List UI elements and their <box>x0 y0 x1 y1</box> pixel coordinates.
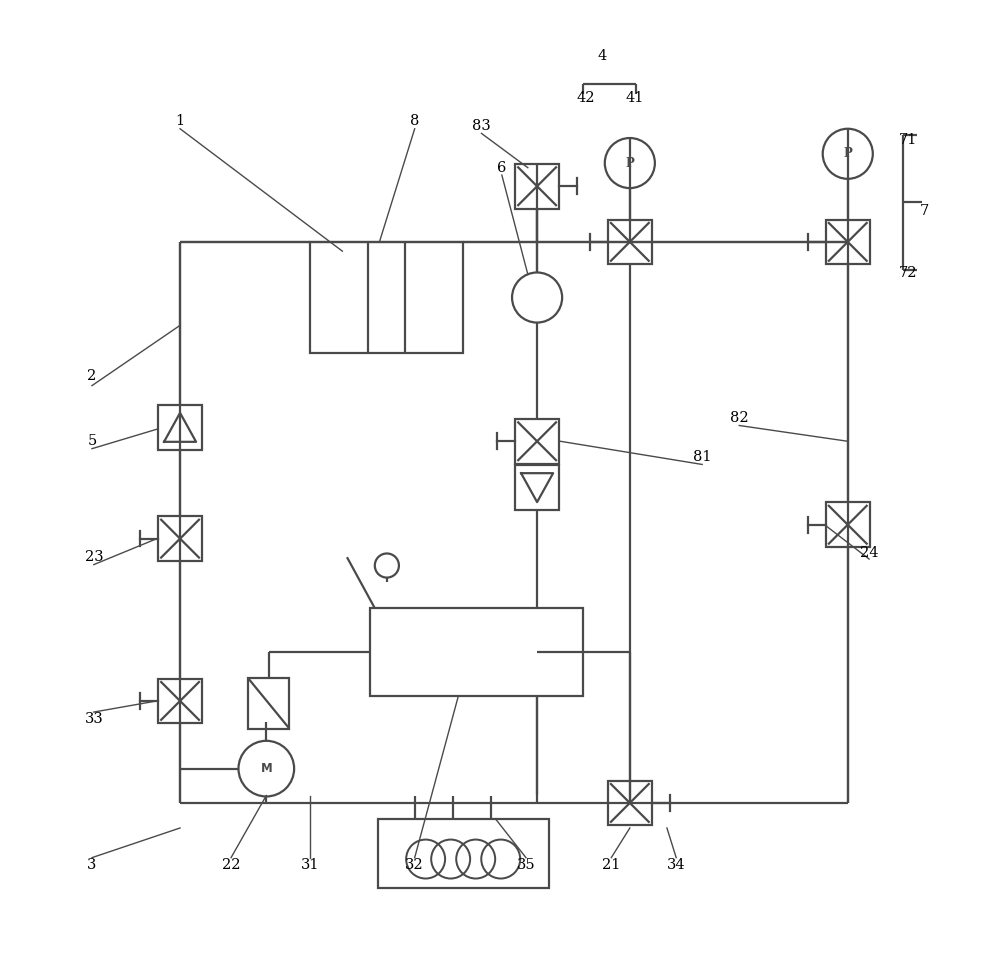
Text: P: P <box>843 147 852 160</box>
Text: 34: 34 <box>667 858 686 872</box>
Text: 33: 33 <box>84 713 103 726</box>
Bar <box>515 164 559 209</box>
Text: 23: 23 <box>85 551 103 564</box>
Text: 8: 8 <box>410 114 419 128</box>
Text: 2: 2 <box>87 369 97 384</box>
Text: 81: 81 <box>693 450 711 464</box>
Text: 22: 22 <box>222 858 240 872</box>
Text: M: M <box>260 762 272 775</box>
Text: 72: 72 <box>899 267 917 280</box>
Bar <box>378 819 549 889</box>
Text: 1: 1 <box>175 114 185 128</box>
Text: 3: 3 <box>87 858 97 872</box>
Text: 71: 71 <box>899 133 917 147</box>
Text: 31: 31 <box>301 858 319 872</box>
Bar <box>158 517 202 561</box>
Text: 5: 5 <box>87 435 97 448</box>
Bar <box>826 219 870 264</box>
Bar <box>158 679 202 724</box>
Bar <box>310 242 463 354</box>
Bar <box>370 609 583 696</box>
Text: 7: 7 <box>920 204 929 218</box>
Text: 42: 42 <box>576 91 595 105</box>
Text: 4: 4 <box>597 49 607 64</box>
Text: 21: 21 <box>602 858 620 872</box>
Bar <box>608 219 652 264</box>
Bar <box>158 405 202 449</box>
Text: 41: 41 <box>625 91 644 105</box>
Text: 83: 83 <box>472 119 491 133</box>
Bar <box>515 419 559 464</box>
Bar <box>826 502 870 547</box>
Text: 82: 82 <box>730 412 749 425</box>
Text: P: P <box>625 156 634 170</box>
Text: 32: 32 <box>405 858 424 872</box>
Bar <box>248 678 289 728</box>
Text: 24: 24 <box>860 546 878 559</box>
Bar <box>608 781 652 825</box>
Text: 6: 6 <box>497 160 507 175</box>
Bar <box>515 466 559 510</box>
Text: 35: 35 <box>517 858 535 872</box>
